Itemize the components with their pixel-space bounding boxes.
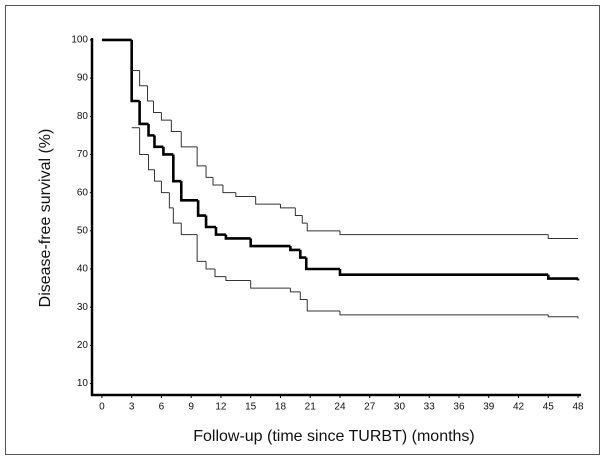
survival-step [172, 154, 182, 183]
survival-step [138, 101, 149, 126]
survival-step [170, 120, 182, 133]
x-tick-label: 39 [483, 402, 495, 413]
survival-step [235, 192, 256, 197]
survival-step [546, 274, 579, 280]
x-tick-label: 9 [188, 402, 194, 413]
x-tick-label: 18 [275, 402, 287, 413]
survival-step [168, 192, 174, 209]
survival-step [224, 234, 251, 240]
survival-step [222, 185, 236, 194]
y-tick-label: 60 [77, 187, 89, 198]
survival-step [172, 207, 182, 224]
x-tick-label: 12 [215, 402, 227, 413]
y-tick-label: 50 [77, 225, 89, 236]
y-tick-label: 10 [77, 378, 89, 389]
x-tick-label: 24 [334, 402, 346, 413]
survival-step [147, 123, 155, 137]
survival-step [306, 223, 340, 232]
survival-step [160, 112, 172, 121]
survival-step [255, 196, 281, 205]
y-tick-label: 90 [77, 73, 89, 84]
y-axis-label: Disease-free survival (%) [37, 129, 54, 308]
survival-step [289, 288, 301, 293]
y-tick-label: 30 [77, 302, 89, 313]
survival-step [205, 261, 215, 270]
survival-step [289, 246, 301, 252]
survival-step [338, 269, 549, 277]
x-tick-label: 3 [129, 402, 135, 413]
survival-step [148, 154, 155, 171]
survival-step [204, 215, 216, 229]
survival-step [180, 223, 198, 236]
y-tick-label: 80 [77, 111, 89, 122]
x-tick-label: 6 [159, 402, 165, 413]
survival-step [301, 215, 308, 224]
survival-step [162, 146, 174, 156]
frame [5, 5, 600, 455]
y-tick-label: 40 [77, 264, 89, 275]
survival-step [152, 101, 162, 113]
survival-step [339, 311, 549, 316]
x-tick-label: 15 [245, 402, 257, 413]
survival-step [304, 257, 340, 271]
survival-step [179, 181, 199, 202]
x-tick-label: 33 [424, 402, 436, 413]
survival-step [225, 276, 251, 281]
survival-step [547, 234, 579, 239]
survival-step [153, 169, 162, 182]
survival-step [214, 269, 226, 278]
survival-step [249, 238, 291, 248]
survival-step [130, 39, 140, 103]
x-axis-label: Follow-up (time since TURBT) (months) [193, 428, 475, 445]
survival-step [299, 291, 308, 301]
y-tick-label: 70 [77, 149, 89, 160]
survival-step [214, 227, 226, 236]
y-tick-label: 20 [77, 340, 89, 351]
survival-step [196, 146, 207, 167]
survival-step [153, 135, 164, 149]
survival-step [180, 131, 198, 148]
x-tick-label: 36 [453, 402, 465, 413]
survival-step [212, 177, 223, 186]
survival-step [147, 85, 154, 102]
survival-step [196, 200, 207, 217]
x-tick-label: 42 [513, 402, 525, 413]
x-tick-label: 45 [543, 402, 555, 413]
survival-step [298, 249, 307, 259]
survival-step [250, 280, 291, 289]
x-tick-label: 0 [99, 402, 105, 413]
x-tick-label: 30 [394, 402, 406, 413]
survival-step [196, 234, 207, 262]
survival-step [139, 127, 149, 155]
x-tick-label: 21 [305, 402, 317, 413]
survival-step [547, 314, 579, 318]
survival-step [205, 165, 214, 178]
x-tick-label: 48 [572, 402, 584, 413]
survival-step [279, 204, 296, 209]
survival-step [306, 299, 340, 312]
survival-step [139, 70, 148, 87]
y-tick-label: 100 [71, 35, 88, 46]
survival-step [160, 181, 170, 194]
survival-step [339, 230, 549, 236]
survival-step [294, 207, 303, 217]
x-tick-label: 27 [364, 402, 376, 413]
